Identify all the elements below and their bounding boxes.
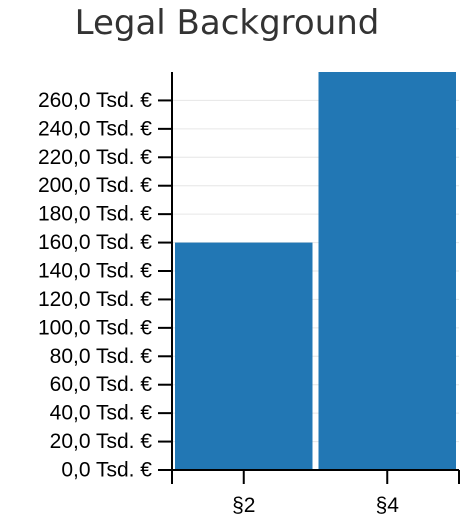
y-tick-label-1: 20,0 Tsd. € — [50, 430, 153, 453]
y-tick-label-4: 80,0 Tsd. € — [50, 345, 153, 368]
bar-0 — [175, 242, 313, 470]
y-tick-label-9: 180,0 Tsd. € — [38, 203, 152, 226]
bars — [175, 72, 456, 470]
y-tick-label-11: 220,0 Tsd. € — [38, 146, 152, 169]
y-tick-label-2: 40,0 Tsd. € — [50, 402, 153, 425]
x-tick-label-0: §2 — [232, 494, 255, 517]
y-tick-label-12: 240,0 Tsd. € — [38, 117, 152, 140]
y-axis: 0,0 Tsd. € 20,0 Tsd. € 40,0 Tsd. € 60,0 Tsd… — [38, 72, 173, 482]
y-tick-label-6: 120,0 Tsd. € — [38, 288, 152, 311]
y-tick-label-8: 160,0 Tsd. € — [38, 231, 152, 254]
y-tick-label-10: 200,0 Tsd. € — [38, 174, 152, 197]
y-tick-label-13: 260,0 Tsd. € — [38, 89, 152, 112]
x-tick-label-1: §4 — [376, 494, 400, 517]
x-axis: §2 §4 — [171, 469, 460, 517]
chart-title: Legal Background — [75, 3, 380, 43]
y-tick-label-7: 140,0 Tsd. € — [38, 260, 152, 283]
y-tick-label-5: 100,0 Tsd. € — [38, 316, 152, 339]
y-tick-label-0: 0,0 Tsd. € — [61, 459, 152, 482]
bar-1 — [318, 72, 456, 470]
y-tick-label-3: 60,0 Tsd. € — [50, 373, 153, 396]
